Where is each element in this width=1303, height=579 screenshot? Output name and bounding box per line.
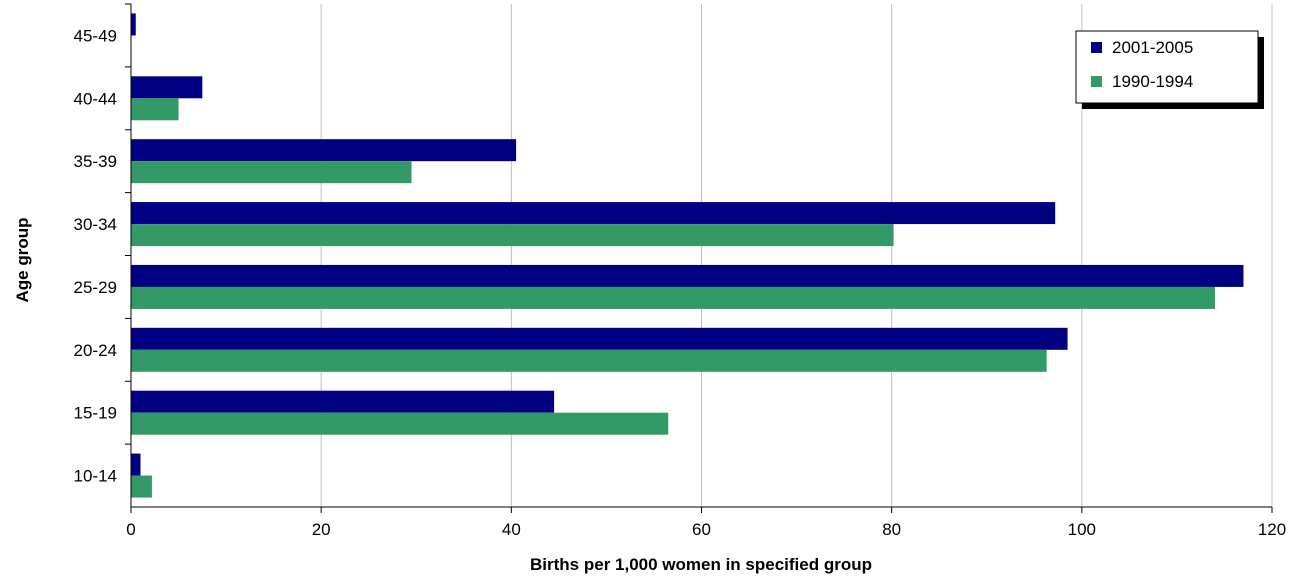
bar-2001-2005-20-24 <box>131 327 1068 350</box>
legend-swatch <box>1091 76 1102 87</box>
bar-1990-1994-15-19 <box>131 412 669 435</box>
bar-2001-2005-15-19 <box>131 390 555 413</box>
bar-2001-2005-30-34 <box>131 202 1056 225</box>
gridlines <box>320 4 1273 507</box>
bar-2001-2005-10-14 <box>131 453 141 476</box>
x-tick-labels: 0 20 40 60 80 100 120 <box>126 507 1286 539</box>
y-tick-label: 20-24 <box>74 341 117 360</box>
legend-label: 2001-2005 <box>1112 38 1193 57</box>
x-tick-label: 80 <box>882 520 901 539</box>
y-tick-label: 15-19 <box>74 404 117 423</box>
legend-box <box>1075 30 1259 104</box>
legend: 2001-2005 1990-1994 <box>1075 30 1264 109</box>
x-tick-label: 0 <box>126 520 135 539</box>
legend-label: 1990-1994 <box>1112 72 1193 91</box>
bar-2001-2005-45-49 <box>131 13 136 36</box>
bar-1990-1994-10-14 <box>131 475 152 498</box>
x-tick-label: 40 <box>502 520 521 539</box>
bar-2001-2005-40-44 <box>131 76 203 99</box>
y-tick-label: 35-39 <box>74 152 117 171</box>
bar-1990-1994-35-39 <box>131 161 412 184</box>
y-tick-label: 45-49 <box>74 26 117 45</box>
bar-2001-2005-25-29 <box>131 264 1244 287</box>
y-tick-label: 10-14 <box>74 467 117 486</box>
bar-2001-2005-35-39 <box>131 139 517 162</box>
bar-1990-1994-25-29 <box>131 286 1215 309</box>
y-tick-label: 40-44 <box>74 89 117 108</box>
bar-1990-1994-40-44 <box>131 98 179 121</box>
bar-1990-1994-20-24 <box>131 349 1047 372</box>
y-tick-label: 25-29 <box>74 278 117 297</box>
x-tick-label: 100 <box>1068 520 1096 539</box>
x-tick-label: 20 <box>312 520 331 539</box>
x-tick-label: 120 <box>1258 520 1286 539</box>
x-axis-title: Births per 1,000 women in specified grou… <box>530 555 872 574</box>
bars <box>131 13 1244 498</box>
y-axis-title: Age group <box>13 218 32 303</box>
bar-1990-1994-30-34 <box>131 224 894 247</box>
y-tick-label: 30-34 <box>74 215 117 234</box>
x-tick-label: 60 <box>692 520 711 539</box>
y-tick-labels: 10-14 15-19 20-24 25-29 30-34 35-39 40-44 45-49 <box>74 3 131 486</box>
legend-swatch <box>1091 42 1102 53</box>
